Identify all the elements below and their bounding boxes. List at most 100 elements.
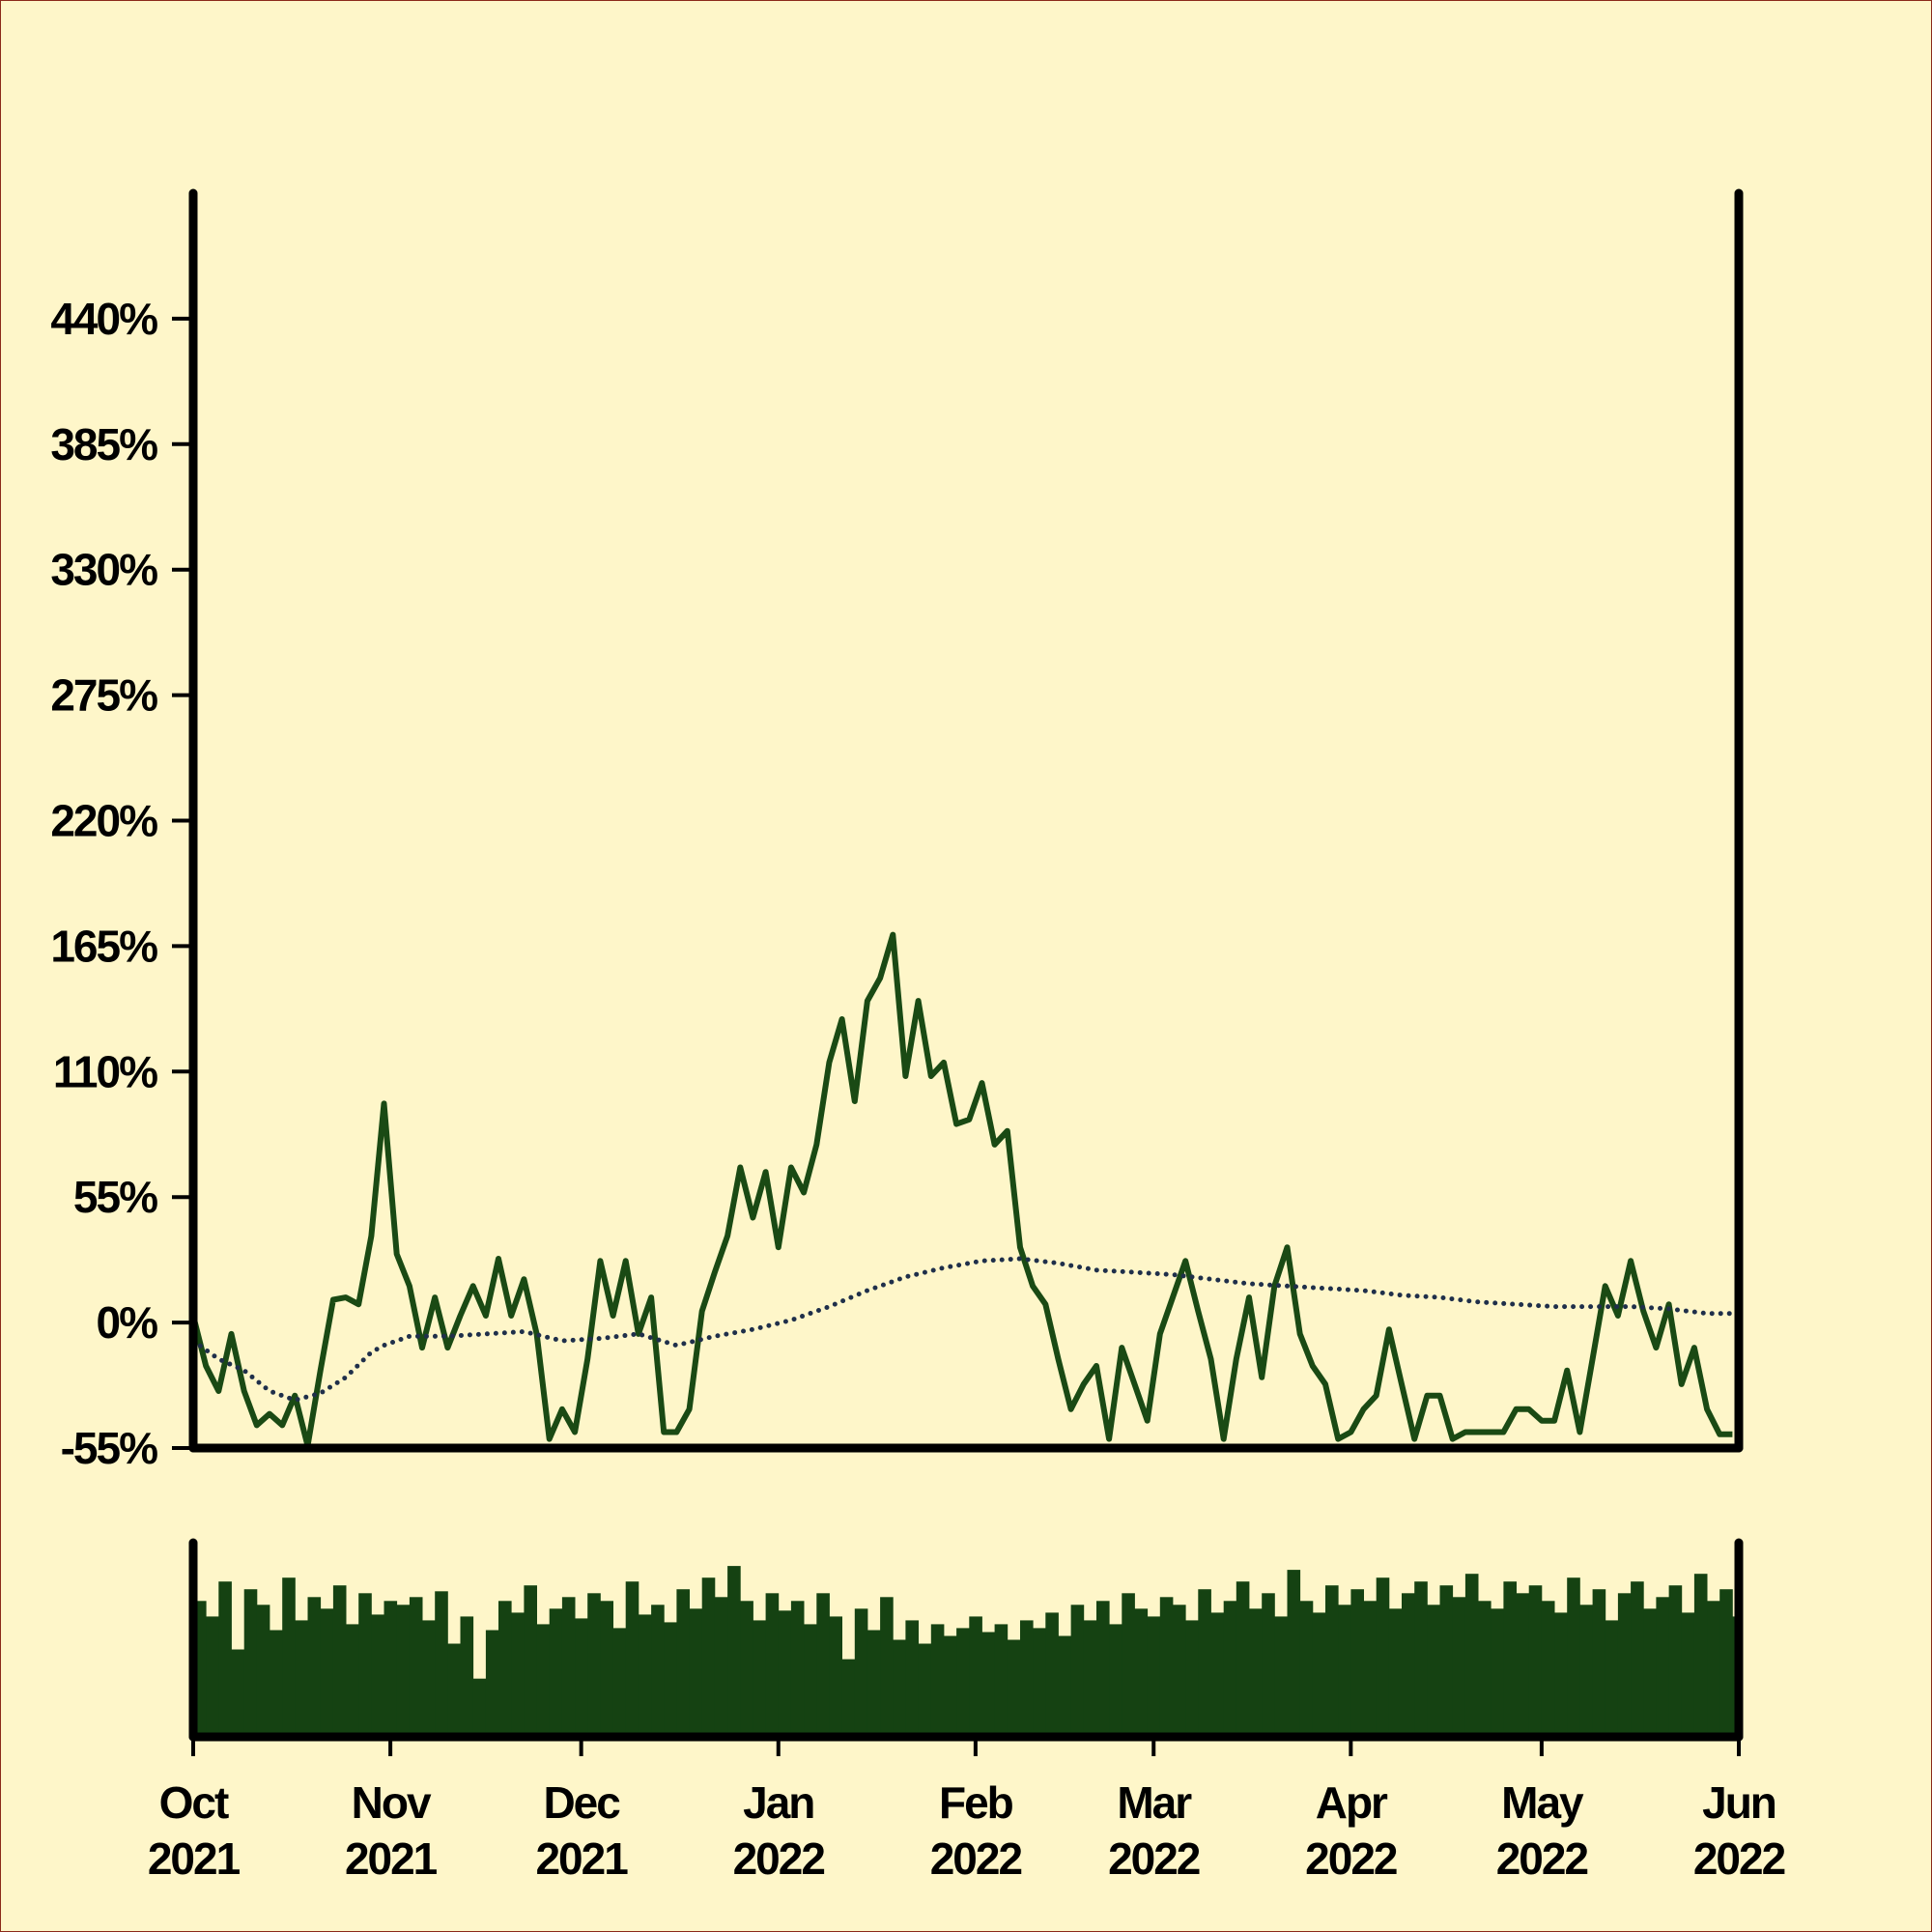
volume-bar — [511, 1612, 525, 1737]
volume-bar — [1096, 1601, 1110, 1737]
volume-bar — [295, 1620, 308, 1737]
volume-bar — [435, 1591, 448, 1738]
volume-bar — [1299, 1601, 1314, 1737]
volume-bar — [1617, 1593, 1632, 1737]
volume-bar — [829, 1616, 842, 1737]
volume-bar — [1464, 1574, 1479, 1737]
volume-bar — [485, 1630, 499, 1737]
volume-bar — [1579, 1605, 1593, 1737]
volume-bar — [396, 1605, 411, 1737]
volume-bar — [524, 1585, 537, 1737]
volume-bar — [638, 1614, 652, 1737]
volume-bar — [1007, 1639, 1021, 1737]
x-tick-label: Feb — [939, 1777, 1013, 1828]
volume-bar — [701, 1577, 716, 1737]
x-tick-label: 2021 — [345, 1833, 438, 1884]
y-tick-label: 220% — [50, 796, 157, 846]
volume-bar — [625, 1581, 639, 1737]
x-tick-label: 2022 — [1305, 1833, 1397, 1884]
volume-bar — [753, 1620, 766, 1737]
volume-bar — [409, 1597, 423, 1737]
volume-bar — [1236, 1581, 1250, 1737]
x-tick-label: 2022 — [930, 1833, 1022, 1884]
volume-bar — [612, 1628, 627, 1737]
volume-bar — [1643, 1608, 1657, 1737]
x-tick-label: Dec — [543, 1777, 620, 1828]
volume-bar — [1719, 1589, 1733, 1737]
x-tick-label: Jun — [1702, 1777, 1776, 1828]
volume-bar — [790, 1601, 805, 1737]
moving-average-line — [193, 1256, 1735, 1403]
y-tick-label: 165% — [50, 921, 157, 971]
volume-bar — [1070, 1605, 1085, 1737]
y-tick-label: 330% — [50, 545, 157, 595]
volume-bar — [918, 1643, 932, 1737]
volume-bar — [1262, 1593, 1275, 1737]
volume-bar — [231, 1649, 245, 1737]
volume-bar — [1363, 1601, 1378, 1737]
volume-bar — [1503, 1581, 1517, 1737]
x-tick-label: 2021 — [148, 1833, 241, 1884]
price-line — [193, 931, 1733, 1448]
volume-bar — [1681, 1612, 1695, 1737]
volume-bar — [1528, 1585, 1543, 1737]
y-tick-label: 440% — [50, 294, 157, 344]
volume-bar — [1083, 1620, 1097, 1737]
volume-bar — [1350, 1589, 1364, 1737]
volume-bar — [1439, 1585, 1454, 1737]
volume-bar — [371, 1614, 384, 1737]
volume-bar — [1668, 1585, 1683, 1737]
volume-bar — [1452, 1597, 1466, 1737]
volume-bar — [1554, 1612, 1568, 1737]
volume-bar — [1147, 1616, 1161, 1737]
price-plot — [193, 931, 1735, 1448]
volume-bar — [270, 1630, 283, 1737]
volume-bar — [664, 1622, 677, 1737]
volume-bar — [1592, 1589, 1606, 1737]
y-tick-label: 275% — [50, 670, 157, 721]
volume-bar — [472, 1678, 487, 1737]
x-tick-label: Apr — [1316, 1777, 1388, 1828]
volume-bar — [1287, 1570, 1301, 1737]
volume-bar — [256, 1605, 270, 1737]
volume-bar — [1338, 1605, 1351, 1737]
x-tick-label: Mar — [1117, 1777, 1192, 1828]
volume-bar — [575, 1618, 588, 1737]
y-tick-label: 0% — [97, 1297, 158, 1348]
volume-bar — [714, 1597, 728, 1737]
volume-bar — [282, 1577, 296, 1737]
volume-bar — [320, 1608, 334, 1737]
volume-bar — [1414, 1581, 1428, 1737]
volume-bar — [930, 1624, 945, 1737]
volume-bar — [905, 1620, 919, 1737]
volume-bar — [969, 1616, 982, 1737]
y-tick-label: 55% — [73, 1172, 157, 1222]
volume-bar — [1325, 1585, 1339, 1737]
x-tick-label: May — [1501, 1777, 1584, 1828]
x-tick-label: 2022 — [733, 1833, 825, 1884]
volume-bar — [1312, 1612, 1326, 1737]
volume-bar — [765, 1593, 780, 1737]
volume-bar — [1223, 1601, 1237, 1737]
volume-plot — [193, 1566, 1740, 1738]
volume-bar — [880, 1597, 894, 1737]
x-tick-label: Jan — [743, 1777, 813, 1828]
volume-bar — [841, 1659, 856, 1737]
volume-bar — [218, 1581, 232, 1737]
volume-bar — [1707, 1601, 1720, 1737]
x-tick-label: Nov — [352, 1777, 432, 1828]
volume-bar — [1033, 1628, 1046, 1737]
volume-bar — [536, 1624, 551, 1737]
volume-bar — [1185, 1620, 1199, 1737]
volume-bar — [651, 1605, 665, 1737]
volume-bar — [1376, 1577, 1390, 1737]
volume-bar — [740, 1601, 753, 1737]
volume-bar — [206, 1616, 219, 1737]
volume-bar — [1159, 1597, 1174, 1737]
volume-bar — [422, 1620, 436, 1737]
x-tick-label: Oct — [159, 1777, 229, 1828]
volume-bar — [1122, 1593, 1135, 1737]
volume-bar — [981, 1632, 996, 1737]
y-tick-label: -55% — [61, 1423, 157, 1473]
